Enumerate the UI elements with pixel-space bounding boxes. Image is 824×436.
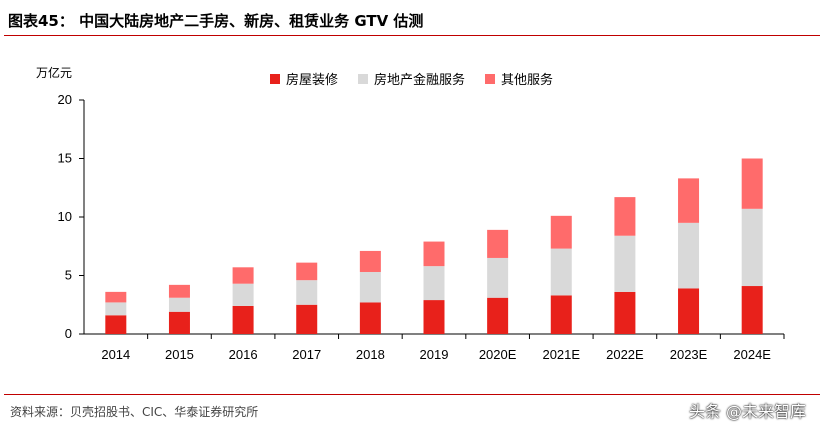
- source-note: 资料来源：贝壳招股书、CIC、华泰证券研究所: [10, 405, 259, 419]
- chart-legend: 房屋装修 房地产金融服务 其他服务: [270, 69, 573, 88]
- legend-label: 其他服务: [501, 73, 554, 88]
- bar-segment: [168, 284, 190, 298]
- x-tick-label: 2019: [420, 347, 449, 362]
- y-tick-label: 5: [65, 268, 72, 283]
- bar-segment: [614, 235, 636, 292]
- footer-rule: [4, 394, 820, 395]
- legend-label: 房屋装修: [286, 73, 339, 88]
- y-tick-label: 10: [58, 209, 72, 224]
- bar-segment: [296, 280, 318, 305]
- x-tick-label: 2024E: [733, 347, 771, 362]
- bar-segment: [105, 302, 127, 316]
- legend-swatch: [270, 73, 280, 84]
- y-tick-label: 0: [65, 326, 72, 341]
- x-tick-label: 2015: [165, 347, 194, 362]
- y-axis-unit-label: 万亿元: [36, 66, 73, 80]
- bar-segment: [550, 295, 572, 334]
- y-tick-label: 20: [58, 92, 72, 107]
- x-tick-label: 2021E: [542, 347, 580, 362]
- bar-segment: [359, 250, 381, 272]
- legend-swatch: [358, 73, 369, 84]
- bar-segment: [487, 257, 509, 298]
- bar-segment: [359, 302, 381, 334]
- bar-segment: [359, 271, 381, 303]
- bar-segment: [168, 297, 190, 312]
- header-rule: [4, 35, 820, 36]
- x-tick-label: 2014: [101, 347, 130, 362]
- bar-segment: [741, 286, 763, 334]
- x-tick-label: 2023E: [670, 347, 708, 362]
- bar-segment: [487, 229, 509, 258]
- bar-segment: [678, 288, 700, 334]
- watermark: 头条 @未来智库: [688, 402, 806, 421]
- legend-item: 其他服务: [485, 69, 553, 88]
- bar-segment: [741, 158, 763, 209]
- bar-segment: [678, 222, 700, 289]
- legend-item: 房屋装修: [270, 69, 338, 88]
- bar-segment: [423, 266, 445, 301]
- bar-segment: [741, 208, 763, 287]
- bar-segment: [423, 300, 445, 334]
- figure-header: 图表45： 中国大陆房地产二手房、新房、租赁业务 GTV 估测: [0, 0, 824, 36]
- bar-segment: [232, 283, 254, 306]
- bar-segment: [614, 291, 636, 334]
- bar-segment: [614, 197, 636, 236]
- bar-segment: [678, 178, 700, 223]
- bar-segment: [105, 315, 127, 334]
- x-tick-label: 2016: [229, 347, 258, 362]
- legend-swatch: [485, 73, 496, 84]
- bar-segment: [423, 241, 445, 267]
- bar-segment: [168, 311, 190, 334]
- figure-title: 图表45： 中国大陆房地产二手房、新房、租赁业务 GTV 估测: [8, 12, 424, 30]
- bar-segment: [487, 297, 509, 334]
- x-tick-label: 2017: [292, 347, 321, 362]
- x-tick-label: 2020E: [479, 347, 517, 362]
- bar-segment: [550, 248, 572, 296]
- bar-segment: [105, 291, 127, 303]
- bar-segment: [232, 305, 254, 334]
- bar-segment: [296, 304, 318, 334]
- x-tick-label: 2018: [356, 347, 385, 362]
- bar-segment: [232, 267, 254, 284]
- y-tick-label: 15: [58, 151, 72, 166]
- legend-item: 房地产金融服务: [358, 69, 465, 88]
- bar-segment: [296, 262, 318, 281]
- legend-label: 房地产金融服务: [374, 73, 466, 88]
- x-tick-label: 2022E: [606, 347, 644, 362]
- bar-segment: [550, 215, 572, 249]
